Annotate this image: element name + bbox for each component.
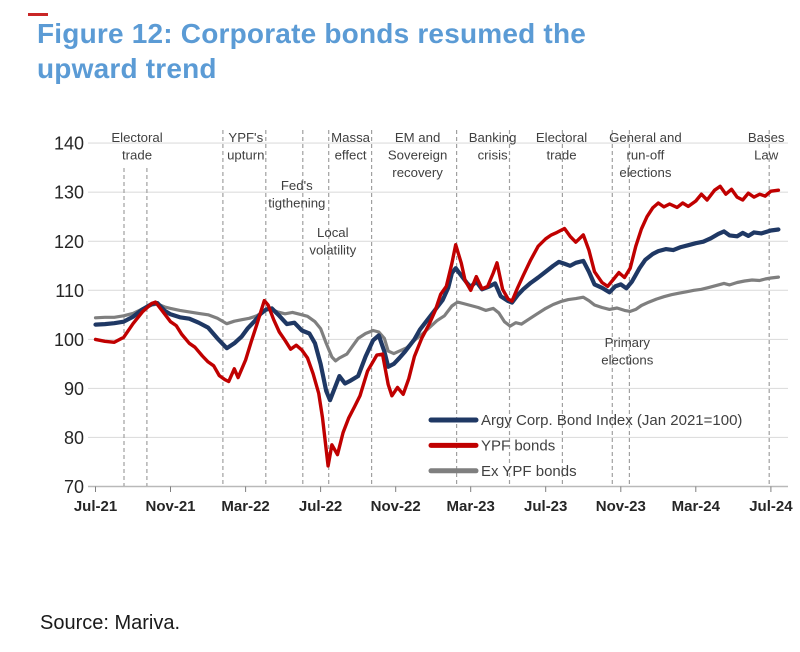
event-lines: [123, 130, 770, 486]
x-axis-labels: Jul-21 Nov-21 Mar-22 Jul-22 Nov-22 Mar-23 Jul-…: [74, 498, 793, 515]
x-axis-label: Nov-22: [371, 498, 421, 515]
y-axis-label: 110: [55, 281, 84, 301]
x-axis-label: Mar-22: [221, 498, 269, 515]
y-axis-labels: 140 130 120 110 100 90 80 70: [54, 134, 84, 497]
source-note: Source: Mariva.: [40, 612, 181, 634]
y-axis-label: 80: [64, 428, 84, 448]
event-annotation: Electoral trade: [536, 130, 587, 163]
y-axis-label: 100: [54, 330, 84, 350]
x-axis-label: Nov-23: [596, 498, 646, 515]
y-axis-label: 140: [54, 134, 84, 154]
event-annotation: Massa effect: [331, 130, 371, 163]
red-edge-mark: [28, 13, 48, 16]
event-annotation: Primary elections: [601, 335, 653, 368]
figure-title-line1: Figure 12: Corporate bonds resumed the: [37, 18, 587, 49]
event-annotation: Electoral trade: [111, 130, 162, 163]
y-axis-label: 90: [64, 379, 84, 399]
series-ypf-bonds: [93, 184, 781, 468]
x-axis-label: Jul-22: [299, 498, 342, 515]
x-axis-ticks: [95, 486, 772, 492]
x-axis-label: Jul-23: [524, 498, 567, 515]
legend-label: Ex YPF bonds: [481, 463, 577, 480]
x-axis-label: Jul-21: [74, 498, 117, 515]
event-annotation: Banking crisis: [469, 130, 517, 163]
x-axis-label: Mar-23: [447, 498, 495, 515]
event-annotation: EM and Sovereign recovery: [388, 130, 447, 180]
y-axis-label: 120: [54, 232, 84, 252]
figure-title: Figure 12: Corporate bonds resumed the u…: [37, 16, 757, 86]
legend: Argy Corp. Bond Index (Jan 2021=100) YPF …: [428, 412, 742, 480]
event-annotation: Fed's tigthening: [268, 178, 325, 211]
x-axis-label: Nov-21: [145, 498, 195, 515]
y-axis-label: 70: [64, 477, 84, 497]
y-axis-label: 130: [54, 183, 84, 203]
event-annotation: YPF's upturn: [227, 130, 264, 163]
event-annotation: Bases Law: [748, 130, 785, 163]
legend-label: YPF bonds: [481, 438, 555, 455]
legend-label: Argy Corp. Bond Index (Jan 2021=100): [481, 412, 742, 429]
event-annotation: General and run-off elections: [609, 130, 682, 180]
series-ex-ypf-bonds: [93, 275, 780, 363]
x-axis-label: Jul-24: [749, 498, 793, 515]
series-argy-corp-bond-index-jan-2021-100: [93, 227, 781, 403]
event-annotation: Local volatility: [309, 225, 356, 258]
x-axis-label: Mar-24: [672, 498, 721, 515]
grid-lines: [88, 142, 788, 488]
figure-title-line2: upward trend: [37, 53, 217, 84]
